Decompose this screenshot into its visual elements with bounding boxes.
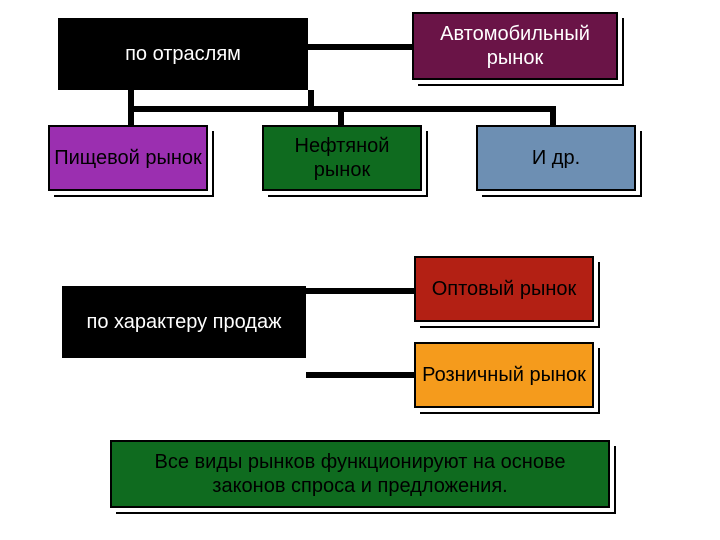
footer-box: Все виды рынков функционируют на основе … (110, 440, 610, 508)
connector-7 (306, 372, 414, 378)
connector-6 (306, 288, 414, 294)
wholesale-box: Оптовый рынок (414, 256, 594, 322)
branch1-box: по отраслям (58, 18, 308, 90)
branch2-label: по характеру продаж (87, 310, 282, 334)
automobile-label: Автомобильный рынок (418, 22, 612, 70)
footer-label: Все виды рынков функционируют на основе … (116, 450, 604, 498)
retail-box: Розничный рынок (414, 342, 594, 408)
connector-5 (550, 112, 556, 125)
oil-box: Нефтяной рынок (262, 125, 422, 191)
branch1-label: по отраслям (125, 42, 241, 66)
oil-label: Нефтяной рынок (268, 134, 416, 182)
others-label: И др. (532, 146, 580, 170)
diagram-stage: по отраслям Автомобильный рынок Пищевой ры… (0, 0, 720, 540)
wholesale-label: Оптовый рынок (432, 277, 577, 301)
food-label: Пищевой рынок (54, 146, 202, 170)
retail-label: Розничный рынок (422, 363, 586, 387)
others-box: И др. (476, 125, 636, 191)
food-box: Пищевой рынок (48, 125, 208, 191)
connector-4 (338, 112, 344, 125)
connector-0 (308, 44, 412, 50)
branch2-box: по характеру продаж (62, 286, 306, 358)
automobile-box: Автомобильный рынок (412, 12, 618, 80)
